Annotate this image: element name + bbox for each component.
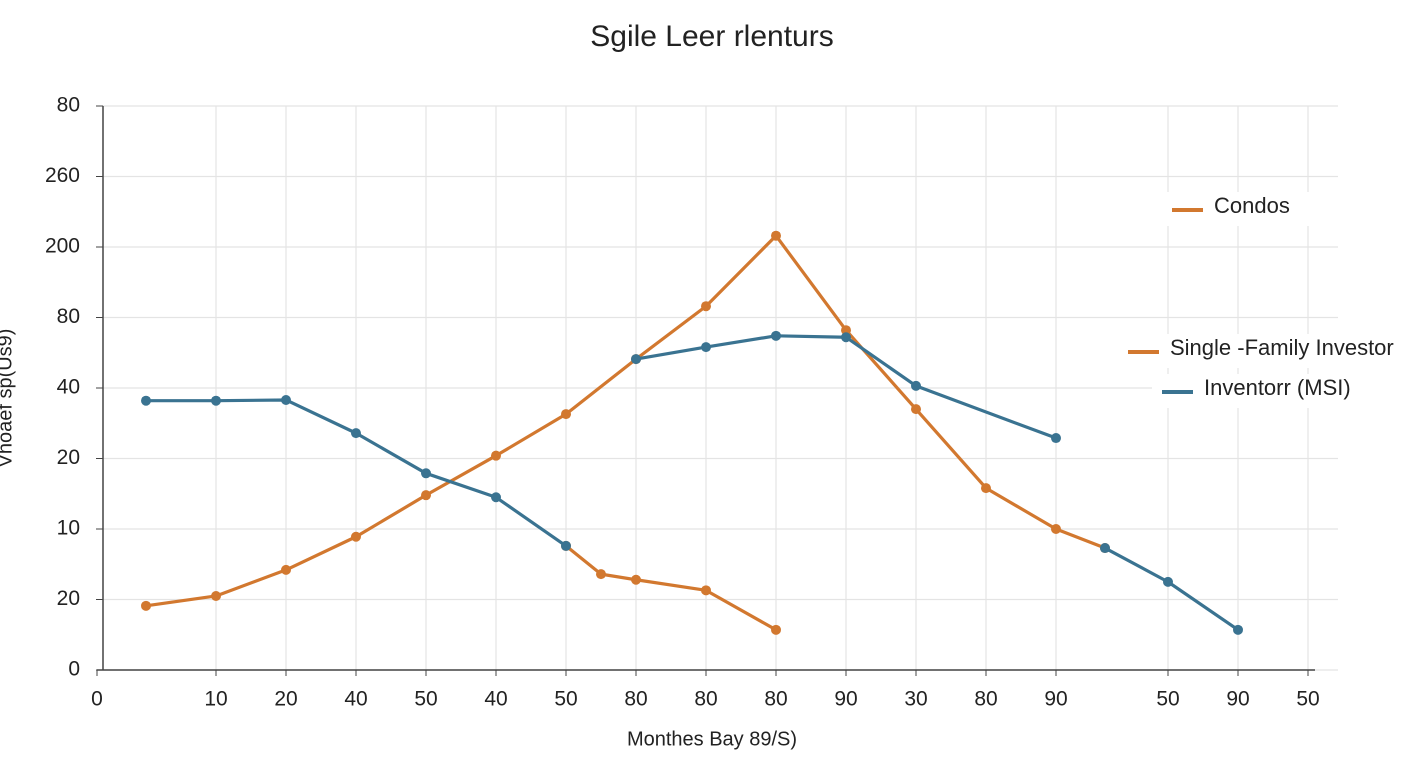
y-tick-label: 80 xyxy=(57,94,80,117)
legend-label: Inventorr (MSI) xyxy=(1204,375,1351,400)
series-line xyxy=(146,334,1239,632)
x-tick-label: 90 xyxy=(834,688,857,711)
x-tick-label: 80 xyxy=(694,688,717,711)
series-line xyxy=(145,234,1106,608)
data-point xyxy=(1233,624,1243,635)
data-point xyxy=(1051,433,1061,444)
y-tick-label: 260 xyxy=(45,164,80,187)
data-point xyxy=(841,325,851,336)
x-tick-label: 90 xyxy=(1226,688,1249,711)
data-point xyxy=(701,342,711,353)
data-point xyxy=(631,354,641,365)
y-tick-label: 0 xyxy=(68,658,80,681)
data-point xyxy=(351,531,361,542)
x-tick-label: 10 xyxy=(204,688,227,711)
data-point xyxy=(596,569,606,580)
x-tick-label: 80 xyxy=(624,688,647,711)
data-point xyxy=(281,564,291,575)
y-tick-label: 20 xyxy=(57,446,80,469)
data-point xyxy=(981,483,991,494)
data-point xyxy=(491,492,501,503)
x-tick-label: 80 xyxy=(764,688,787,711)
data-point xyxy=(1051,524,1061,534)
data-point xyxy=(211,395,221,406)
data-point xyxy=(771,330,781,341)
data-point xyxy=(561,409,571,420)
data-point xyxy=(211,590,221,601)
x-tick-label: 40 xyxy=(484,688,507,711)
data-point xyxy=(841,332,851,343)
x-tick-label: 50 xyxy=(554,688,577,711)
data-point xyxy=(141,600,151,611)
data-point xyxy=(701,585,711,596)
x-tick-label: 90 xyxy=(1044,688,1067,711)
data-point xyxy=(1100,543,1110,554)
data-point xyxy=(491,450,501,461)
data-point xyxy=(1163,576,1173,587)
series-line xyxy=(564,544,777,632)
x-tick-label: 50 xyxy=(414,688,437,711)
chart-title: Sgile Leer rlenturs xyxy=(590,20,833,53)
x-tick-label: 20 xyxy=(274,688,297,711)
data-point xyxy=(771,624,781,635)
y-tick-label: 200 xyxy=(45,235,80,258)
x-axis-label: Monthes Bay 89/S) xyxy=(627,728,797,750)
y-tick-label: 10 xyxy=(57,517,80,540)
x-tick-label: 80 xyxy=(974,688,997,711)
x-tick-label: 0 xyxy=(91,688,103,711)
data-point xyxy=(911,380,921,391)
x-tick-label: 50 xyxy=(1296,688,1319,711)
data-point xyxy=(421,468,431,479)
data-point xyxy=(421,490,431,501)
data-point xyxy=(281,394,291,405)
data-point xyxy=(631,574,641,585)
data-point xyxy=(141,395,151,406)
y-tick-label: 80 xyxy=(57,305,80,328)
data-point xyxy=(561,540,571,551)
legend-background xyxy=(1152,374,1408,408)
data-point xyxy=(351,428,361,439)
legend-label: Single -Family Investor xyxy=(1170,335,1394,360)
y-tick-label: 40 xyxy=(57,376,80,399)
x-tick-label: 40 xyxy=(344,688,367,711)
y-tick-label: 20 xyxy=(57,587,80,610)
y-axis-label: Vhoaef sp(Us9) xyxy=(0,329,16,468)
data-point xyxy=(771,230,781,241)
x-tick-label: 50 xyxy=(1156,688,1179,711)
legend-background xyxy=(1118,334,1378,368)
legend-label: Condos xyxy=(1214,193,1290,218)
data-point xyxy=(701,301,711,312)
x-tick-label: 30 xyxy=(904,688,927,711)
data-point xyxy=(911,404,921,415)
